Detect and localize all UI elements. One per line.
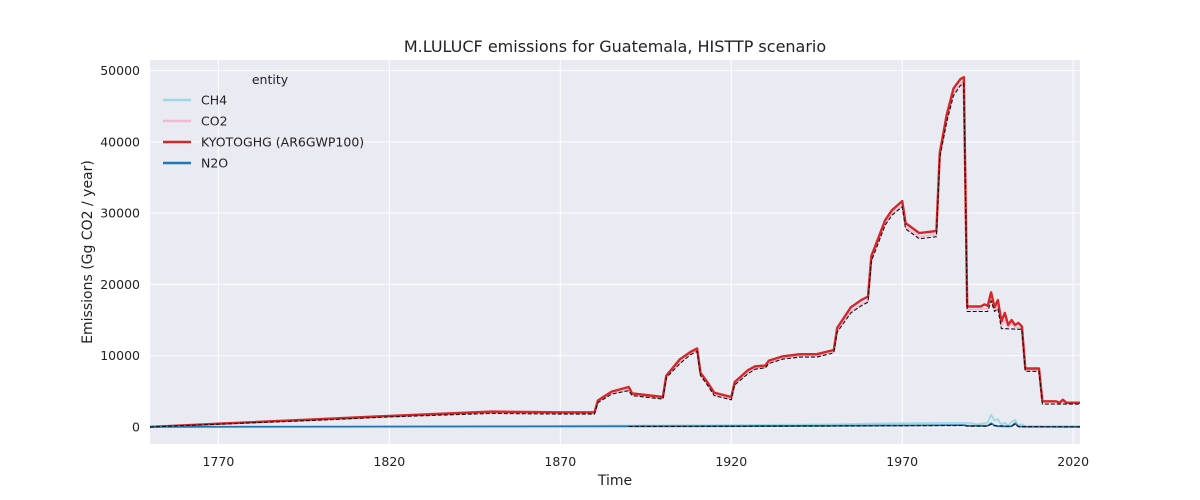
y-ticks: 0 10000 20000 30000 40000 50000 bbox=[100, 63, 140, 434]
x-tick-label: 2020 bbox=[1057, 454, 1089, 469]
legend-label: CH4 bbox=[201, 93, 227, 108]
legend-label: N2O bbox=[201, 156, 228, 171]
plot-background bbox=[150, 60, 1080, 444]
x-tick-label: 1820 bbox=[373, 454, 405, 469]
legend-label: KYOTOGHG (AR6GWP100) bbox=[201, 135, 364, 150]
series-layer bbox=[149, 75, 1081, 429]
chart-title: M.LULUCF emissions for Guatemala, HISTTP… bbox=[404, 37, 826, 56]
legend: entity CH4 CO2 KYOTOGHG (AR6GWP100) N2O bbox=[163, 72, 364, 171]
y-tick-label: 10000 bbox=[100, 348, 140, 363]
series-line-dashed bbox=[628, 423, 1081, 428]
y-tick-label: 40000 bbox=[100, 134, 140, 149]
y-tick-label: 50000 bbox=[100, 63, 140, 78]
y-tick-label: 20000 bbox=[100, 277, 140, 292]
x-tick-label: 1870 bbox=[544, 454, 576, 469]
legend-label: CO2 bbox=[201, 114, 228, 129]
series-line-dashed bbox=[149, 82, 1080, 428]
y-tick-label: 30000 bbox=[100, 206, 140, 221]
x-tick-label: 1970 bbox=[886, 454, 918, 469]
y-tick-label: 0 bbox=[132, 419, 140, 434]
y-axis-label: Emissions (Gg CO2 / year) bbox=[80, 160, 96, 344]
series-line bbox=[149, 413, 1080, 428]
x-axis-label: Time bbox=[597, 473, 632, 489]
legend-title: entity bbox=[252, 72, 289, 87]
x-tick-label: 1770 bbox=[202, 454, 234, 469]
x-tick-label: 1920 bbox=[715, 454, 747, 469]
x-ticks: 1770 1820 1870 1920 1970 2020 bbox=[202, 454, 1089, 469]
